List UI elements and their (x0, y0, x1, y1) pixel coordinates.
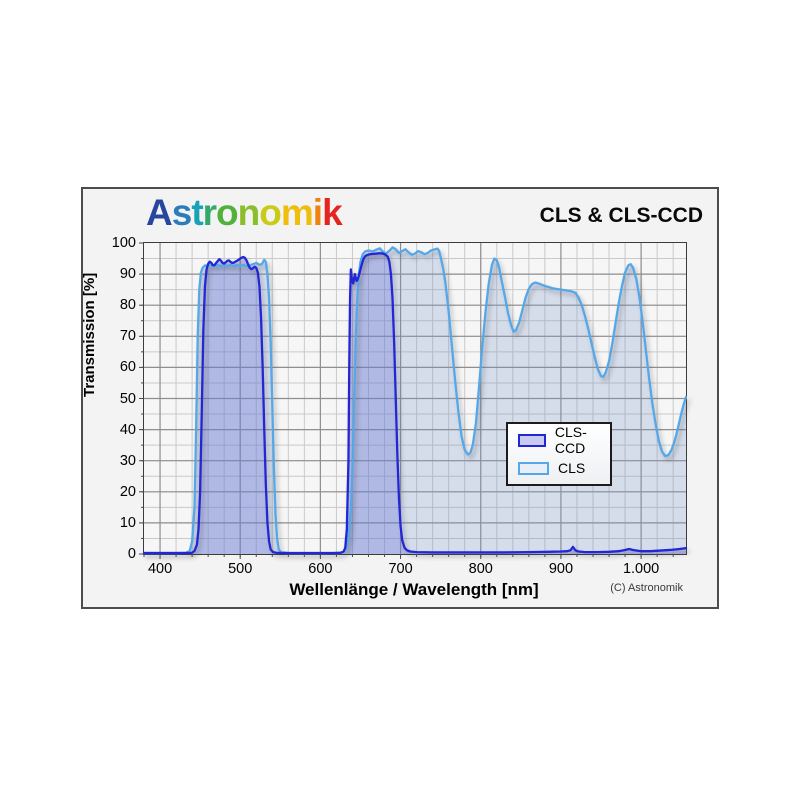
logo-letter: s (171, 192, 193, 233)
logo-letter: o (216, 192, 239, 233)
x-tick-label: 900 (548, 561, 574, 577)
logo-letter: n (237, 192, 261, 233)
logo-letter: r (202, 192, 217, 233)
y-tick-label: 30 (119, 452, 136, 469)
chart-legend: CLS-CCD CLS (506, 422, 612, 486)
y-tick-label: 50 (119, 390, 136, 407)
legend-label-cls-ccd: CLS-CCD (554, 424, 587, 456)
legend-row-cls: CLS (518, 460, 585, 476)
logo-letter: i (312, 192, 323, 233)
y-tick-label: 80 (119, 297, 136, 314)
chart-panel: Astronomik CLS & CLS-CCD Transmission [%… (81, 187, 719, 609)
plot-area: 0 10 20 30 40 50 60 70 80 90 100 400 500 600 700 800 90… (112, 235, 688, 577)
astronomik-logo: Astronomik (146, 192, 343, 233)
copyright-note: (C) Astronomik (610, 582, 683, 594)
x-tick-label: 600 (308, 561, 333, 577)
logo-letter: A (146, 192, 173, 233)
x-tick-label: 800 (468, 561, 493, 577)
y-tick-label: 60 (119, 359, 136, 376)
y-tick-label: 20 (119, 483, 136, 500)
y-tick-label: 10 (119, 514, 136, 531)
y-tick-label: 100 (111, 235, 136, 251)
y-tick-label: 0 (127, 546, 136, 562)
logo-letter: m (280, 192, 314, 233)
legend-swatch-cls-icon (518, 461, 549, 475)
x-tick-label: 700 (388, 561, 413, 577)
logo-letter: o (259, 192, 282, 233)
x-tick-label: 1.000 (622, 561, 660, 577)
x-tick-label: 500 (228, 561, 253, 577)
logo-letter: t (191, 192, 203, 233)
chart-canvas (139, 242, 688, 559)
legend-label-cls: CLS (558, 460, 586, 476)
logo-letter: k (322, 192, 343, 233)
y-tick-label: 40 (119, 421, 136, 438)
x-axis-title: Wellenlänge / Wavelength [nm] (289, 580, 539, 599)
legend-swatch-cls-ccd-icon (518, 433, 546, 447)
chart-title: CLS & CLS-CCD (539, 204, 703, 227)
x-tick-label: 400 (147, 561, 173, 577)
y-tick-label: 90 (119, 266, 136, 283)
legend-row-cls-ccd: CLS-CCD (518, 424, 610, 456)
y-tick-label: 70 (119, 328, 136, 345)
